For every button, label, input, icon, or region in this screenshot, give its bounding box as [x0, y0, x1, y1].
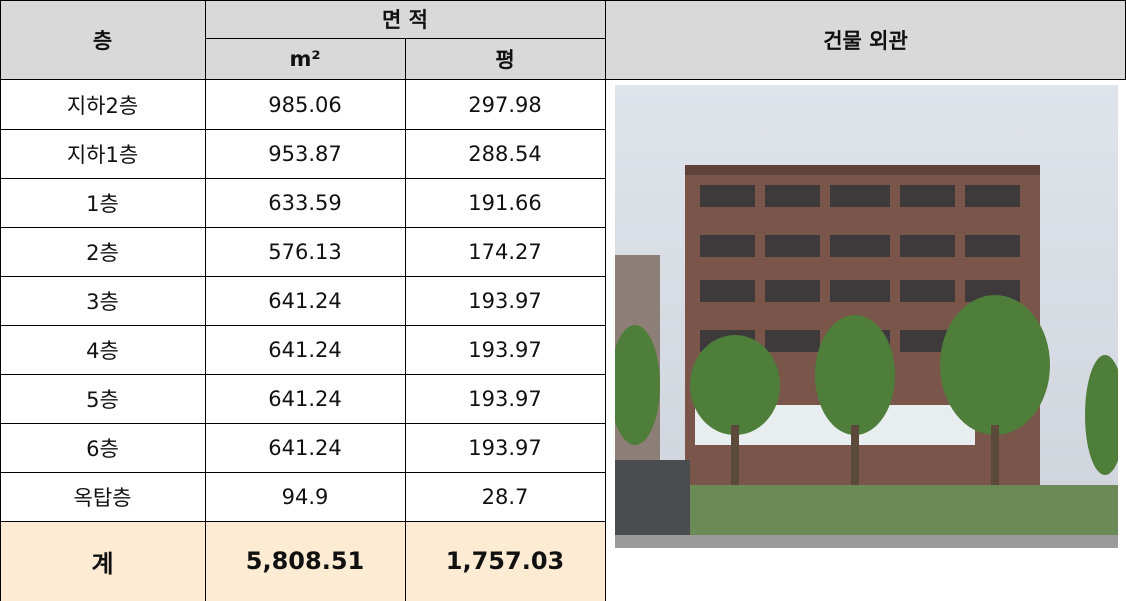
- rule: [0, 374, 605, 375]
- total-cell: 계: [0, 521, 205, 601]
- table-cell: 641.24: [205, 276, 405, 325]
- rule: [0, 79, 1126, 80]
- table-cell: 641.24: [205, 325, 405, 374]
- table-cell: 5층: [0, 374, 205, 423]
- table-cell: 28.7: [405, 472, 605, 521]
- table-cell: 193.97: [405, 374, 605, 423]
- total-cell: 1,757.03: [405, 521, 605, 601]
- rule: [205, 0, 206, 601]
- table-cell: 288.54: [405, 129, 605, 178]
- table-cell: 193.97: [405, 423, 605, 472]
- table-cell: 641.24: [205, 423, 405, 472]
- header-cell: 평: [405, 38, 605, 80]
- table-cell: 지하1층: [0, 129, 205, 178]
- rule: [0, 0, 1126, 1]
- rule: [605, 0, 606, 601]
- rule: [0, 472, 605, 473]
- table-cell: 985.06: [205, 80, 405, 129]
- table-cell: 6층: [0, 423, 205, 472]
- table-cell: 297.98: [405, 80, 605, 129]
- rule: [0, 0, 1, 601]
- table-cell: 641.24: [205, 374, 405, 423]
- table-cell: 1층: [0, 178, 205, 227]
- rule: [0, 521, 605, 522]
- rule: [0, 276, 605, 277]
- page: 층면 적m²평건물 외관지하2층985.06297.98지하1층953.8728…: [0, 0, 1126, 601]
- building-photo: [615, 85, 1118, 548]
- rule: [0, 423, 605, 424]
- table-cell: 3층: [0, 276, 205, 325]
- table-cell: 953.87: [205, 129, 405, 178]
- header-cell: m²: [205, 38, 405, 80]
- table-cell: 191.66: [405, 178, 605, 227]
- table-cell: 193.97: [405, 276, 605, 325]
- rule: [0, 325, 605, 326]
- table-cell: 633.59: [205, 178, 405, 227]
- header-cell: 면 적: [205, 0, 605, 38]
- rule: [0, 227, 605, 228]
- header-cell: 층: [0, 0, 205, 80]
- table-cell: 4층: [0, 325, 205, 374]
- table-cell: 94.9: [205, 472, 405, 521]
- table-cell: 576.13: [205, 227, 405, 276]
- rule: [0, 178, 605, 179]
- table-cell: 2층: [0, 227, 205, 276]
- rule: [0, 129, 605, 130]
- header-cell: 건물 외관: [605, 0, 1126, 80]
- table-cell: 193.97: [405, 325, 605, 374]
- total-cell: 5,808.51: [205, 521, 405, 601]
- rule: [405, 38, 406, 601]
- table-cell: 지하2층: [0, 80, 205, 129]
- table-cell: 174.27: [405, 227, 605, 276]
- table-cell: 옥탑층: [0, 472, 205, 521]
